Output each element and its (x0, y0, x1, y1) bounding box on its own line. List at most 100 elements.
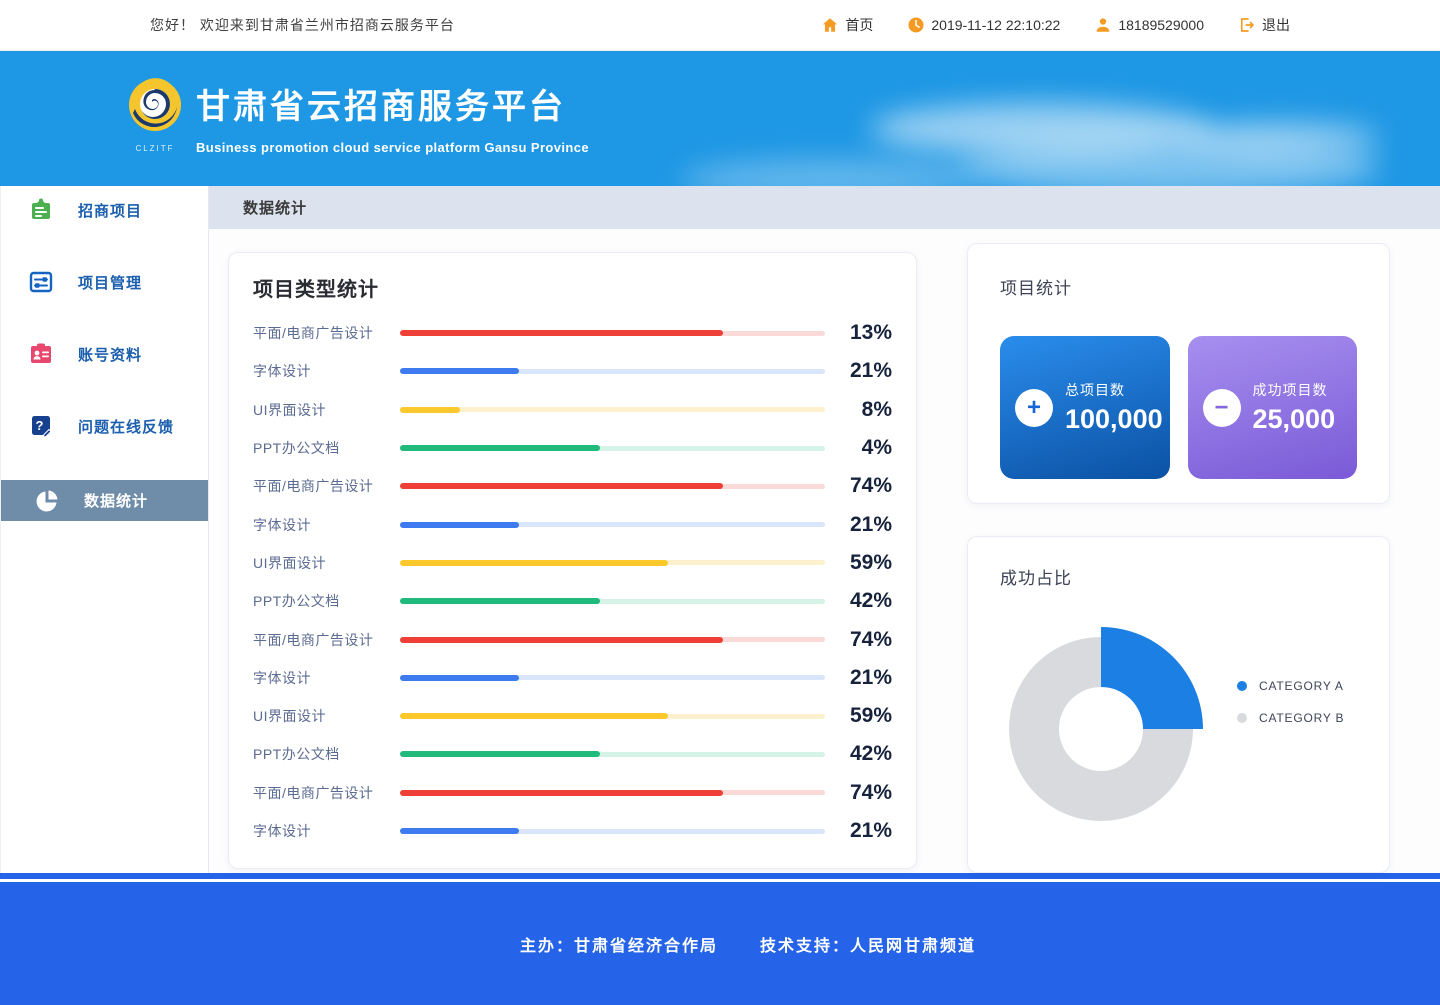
bar-row-value: 21% (825, 819, 892, 843)
bar-row: UI界面设计 59% (253, 544, 892, 582)
bar-row-label: 字体设计 (253, 821, 400, 841)
bar-row-label: 平面/电商广告设计 (253, 783, 400, 803)
minus-icon: − (1203, 389, 1241, 427)
donut-legend: CATEGORY A CATEGORY B (1237, 679, 1344, 743)
sidebar-item-label: 数据统计 (84, 490, 148, 511)
footer-support-text: 技术支持：人民网甘肃频道 (760, 932, 976, 956)
pie-chart-icon (34, 488, 60, 514)
bar-row-value: 74% (825, 628, 892, 652)
bar-fill (400, 407, 460, 413)
bar-row: 字体设计 21% (253, 812, 892, 850)
bar-fill (400, 751, 600, 757)
top-utility-bar: 您好！ 欢迎来到甘肃省兰州市招商云服务平台 首页 2019-11-12 22:1… (0, 0, 1440, 51)
sliders-icon (28, 269, 54, 295)
bar-track (400, 522, 825, 527)
bar-row-label: 字体设计 (253, 668, 400, 688)
bar-row: UI界面设计 59% (253, 697, 892, 735)
svg-text:?: ? (36, 418, 44, 433)
bar-fill (400, 598, 600, 604)
stat-value: 100,000 (1065, 404, 1163, 435)
bar-track (400, 599, 825, 604)
bar-fill (400, 790, 723, 796)
bar-row-value: 13% (825, 321, 892, 345)
user-icon (1094, 16, 1112, 34)
bar-fill (400, 522, 519, 528)
bar-card-title: 项目类型统计 (253, 273, 892, 302)
bar-row: PPT办公文档 4% (253, 429, 892, 467)
stat-value: 25,000 (1253, 404, 1336, 435)
bar-row: 字体设计 21% (253, 505, 892, 543)
bar-row-value: 21% (825, 666, 892, 690)
home-icon (821, 16, 839, 34)
bar-row: 平面/电商广告设计 74% (253, 774, 892, 812)
bar-fill (400, 483, 723, 489)
bar-row-value: 21% (825, 359, 892, 383)
bar-row-label: PPT办公文档 (253, 591, 400, 611)
stat-label: 成功项目数 (1253, 380, 1336, 400)
bar-row: 字体设计 21% (253, 659, 892, 697)
user-phone-text: 18189529000 (1118, 17, 1204, 33)
bar-track (400, 560, 825, 565)
bar-track (400, 829, 825, 834)
bar-track (400, 752, 825, 757)
bar-row-value: 59% (825, 551, 892, 575)
bar-row: 平面/电商广告设计 13% (253, 314, 892, 352)
breadcrumb-bar: 数据统计 (209, 186, 1440, 229)
bar-row-value: 59% (825, 704, 892, 728)
plus-icon: + (1015, 389, 1053, 427)
bar-row-value: 42% (825, 589, 892, 613)
bar-row-label: UI界面设计 (253, 400, 400, 420)
project-stats-card: 项目统计 + 总项目数 100,000 − 成功项目数 (967, 243, 1390, 504)
sidebar-nav: 招商项目 项目管理 账号资料 (0, 186, 209, 873)
logout-button-label: 退出 (1262, 15, 1290, 35)
legend-item-category-b: CATEGORY B (1237, 711, 1344, 725)
sidebar-item-promotion-projects[interactable]: 招商项目 (1, 192, 208, 228)
clock-icon (907, 16, 925, 34)
bar-row-value: 42% (825, 742, 892, 766)
bar-row: 字体设计 21% (253, 352, 892, 390)
logout-icon (1238, 16, 1256, 34)
bar-row: PPT办公文档 42% (253, 582, 892, 620)
bar-row-value: 8% (825, 398, 892, 422)
home-link[interactable]: 首页 (821, 15, 873, 35)
legend-dot (1237, 713, 1247, 723)
bar-track (400, 675, 825, 680)
sidebar-item-label: 招商项目 (78, 200, 142, 221)
sidebar-item-data-statistics[interactable]: 数据统计 (1, 480, 208, 521)
datetime-text: 2019-11-12 22:10:22 (931, 17, 1060, 33)
success-ratio-card: 成功占比 CATEGORY A (967, 536, 1390, 873)
sidebar-item-feedback[interactable]: ? 问题在线反馈 (1, 408, 208, 444)
bar-track (400, 331, 825, 336)
bar-row: 平面/电商广告设计 74% (253, 620, 892, 658)
bar-row-label: 字体设计 (253, 515, 400, 535)
sidebar-item-account-info[interactable]: 账号资料 (1, 336, 208, 372)
sidebar-item-label: 项目管理 (78, 272, 142, 293)
stat-label: 总项目数 (1065, 380, 1163, 400)
id-card-icon (28, 341, 54, 367)
total-projects-stat-card: + 总项目数 100,000 (1000, 336, 1170, 479)
bar-fill (400, 637, 723, 643)
sidebar-item-label: 账号资料 (78, 344, 142, 365)
bar-track (400, 484, 825, 489)
bar-fill (400, 445, 600, 451)
bar-track (400, 790, 825, 795)
logout-button[interactable]: 退出 (1238, 15, 1290, 35)
sidebar-item-project-management[interactable]: 项目管理 (1, 264, 208, 300)
bar-row-label: 平面/电商广告设计 (253, 630, 400, 650)
bar-row-label: 平面/电商广告设计 (253, 476, 400, 496)
datetime-display: 2019-11-12 22:10:22 (907, 16, 1060, 34)
bar-fill (400, 828, 519, 834)
bar-row-value: 4% (825, 436, 892, 460)
bar-fill (400, 713, 668, 719)
clipboard-icon (28, 197, 54, 223)
bar-row-label: 字体设计 (253, 361, 400, 381)
bar-row-label: 平面/电商广告设计 (253, 323, 400, 343)
legend-label: CATEGORY B (1259, 711, 1344, 725)
legend-item-category-a: CATEGORY A (1237, 679, 1344, 693)
bar-row-label: PPT办公文档 (253, 438, 400, 458)
site-header-banner: CLZITF 甘肃省云招商服务平台 Business promotion clo… (0, 51, 1440, 186)
project-type-stats-card: 项目类型统计 平面/电商广告设计 13% 字体设计 21% UI界面设计 8% … (228, 252, 917, 869)
bar-row-label: PPT办公文档 (253, 744, 400, 764)
stats-card-title: 项目统计 (1000, 274, 1357, 299)
bar-row-value: 74% (825, 474, 892, 498)
